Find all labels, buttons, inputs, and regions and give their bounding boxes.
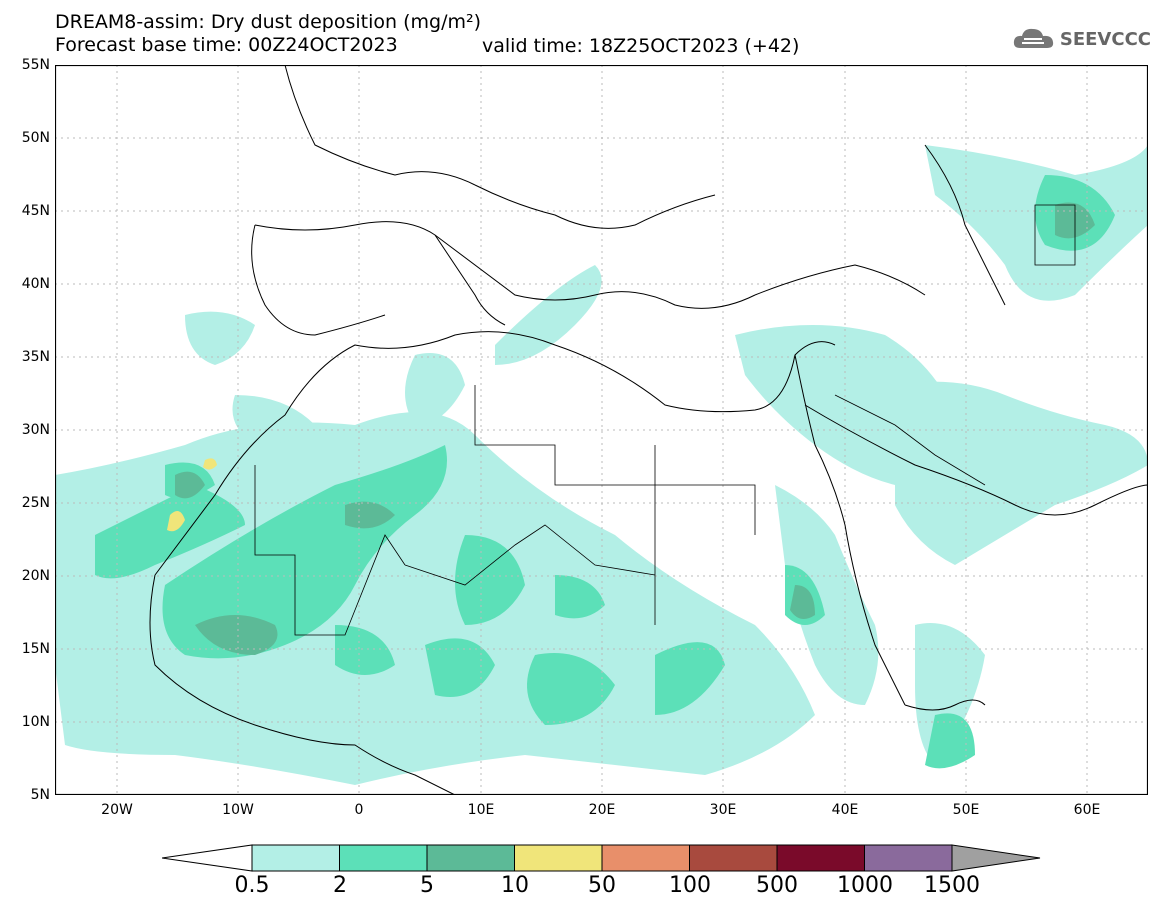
colorbar-label-8: 1500 — [924, 873, 980, 898]
colorbar-swatch-5 — [689, 844, 778, 872]
lat-label-30n: 30N — [21, 422, 50, 438]
lon-label-10w: 10W — [222, 802, 254, 818]
lon-label-40e: 40E — [831, 802, 859, 818]
lat-label-20n: 20N — [21, 568, 50, 584]
lat-label-15n: 15N — [21, 641, 50, 657]
graticule — [55, 65, 1148, 795]
lon-label-20e: 20E — [588, 802, 616, 818]
colorbar-swatch-4 — [601, 844, 690, 872]
colorbar-swatch-7 — [864, 844, 953, 872]
colorbar-label-4: 50 — [588, 873, 616, 898]
colorbar-swatch-1 — [339, 844, 428, 872]
valid-time: valid time: 18Z25OCT2023 (+42) — [482, 35, 800, 57]
lon-label-20w: 20W — [101, 802, 133, 818]
lat-label-5n: 5N — [30, 787, 50, 803]
colorbar — [162, 844, 1041, 872]
deposition-dark — [175, 202, 1095, 655]
borders — [254, 204, 1076, 636]
colorbar-label-0: 0.5 — [234, 873, 270, 898]
deposition-high — [167, 458, 217, 532]
logo-text: SEEVCCC — [1059, 28, 1151, 50]
dust-map — [55, 65, 1148, 795]
colorbar-label-1: 2 — [333, 873, 347, 898]
colorbar-label-3: 10 — [501, 873, 529, 898]
lat-label-25n: 25N — [21, 495, 50, 511]
map-title: DREAM8-assim: Dry dust deposition (mg/m²… — [55, 11, 482, 33]
cloud-icon — [1013, 28, 1053, 48]
colorbar-min-arrow — [162, 844, 253, 872]
colorbar-max-arrow — [951, 844, 1041, 872]
forecast-base-time: Forecast base time: 00Z24OCT2023 — [55, 34, 398, 56]
lon-label-10e: 10E — [467, 802, 495, 818]
colorbar-label-2: 5 — [420, 873, 434, 898]
lon-label-50e: 50E — [952, 802, 980, 818]
colorbar-swatch-6 — [776, 844, 865, 872]
colorbar-swatch-3 — [514, 844, 603, 872]
colorbar-swatch-0 — [251, 844, 340, 872]
lon-label-30e: 30E — [709, 802, 737, 818]
colorbar-label-5: 100 — [669, 873, 711, 898]
colorbar-label-7: 1000 — [837, 873, 893, 898]
lat-label-40n: 40N — [21, 276, 50, 292]
colorbar-label-6: 500 — [756, 873, 798, 898]
lon-label-60e: 60E — [1073, 802, 1101, 818]
lat-label-10n: 10N — [21, 714, 50, 730]
lat-label-55n: 55N — [21, 57, 50, 73]
coastlines — [149, 65, 1148, 795]
colorbar-swatch-2 — [426, 844, 515, 872]
seevccc-logo: SEEVCCC — [1012, 26, 1151, 52]
lon-label-0: 0 — [354, 802, 364, 818]
lat-label-50n: 50N — [21, 130, 50, 146]
lat-label-45n: 45N — [21, 203, 50, 219]
lat-label-35n: 35N — [21, 349, 50, 365]
